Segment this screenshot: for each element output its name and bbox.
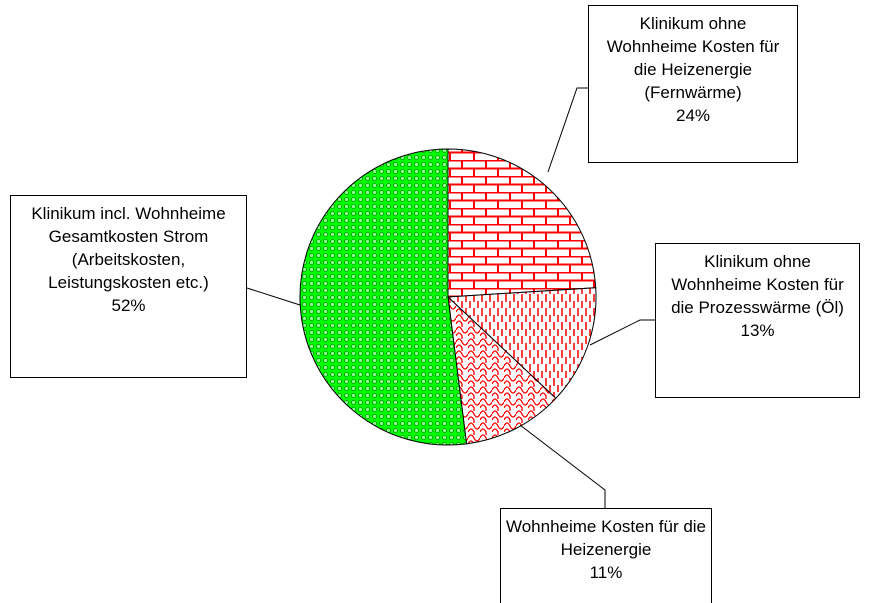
value-label: 11%	[589, 563, 623, 582]
leader-line	[547, 87, 588, 173]
slice-label: Klinikum ohne Wohnheime Kosten für die H…	[588, 5, 798, 163]
slice-label: Wohnheime Kosten für die Heizenergie 11%	[500, 508, 712, 603]
pie-slice	[447, 295, 557, 445]
value-label: 52%	[111, 296, 146, 315]
leader-lines	[246, 87, 655, 510]
pie-slice	[447, 148, 597, 298]
category-label: Klinikum ohne Wohnheime Kosten für die H…	[606, 14, 780, 102]
leader-line	[589, 319, 655, 346]
category-label: Klinikum incl. Wohnheime Gesamtkosten St…	[31, 204, 226, 292]
leader-line	[519, 424, 606, 510]
slice-label: Klinikum incl. Wohnheime Gesamtkosten St…	[10, 195, 247, 378]
value-label: 24%	[675, 106, 711, 125]
category-label: Klinikum ohne Wohnheime Kosten für die P…	[671, 252, 844, 317]
pie-slice	[299, 148, 468, 446]
category-label: Wohnheime Kosten für die Heizenergie	[505, 517, 707, 559]
slice-label: Klinikum ohne Wohnheime Kosten für die P…	[655, 243, 860, 398]
leader-line	[246, 287, 301, 306]
value-label: 13%	[740, 321, 775, 340]
pie-slice	[446, 287, 597, 400]
